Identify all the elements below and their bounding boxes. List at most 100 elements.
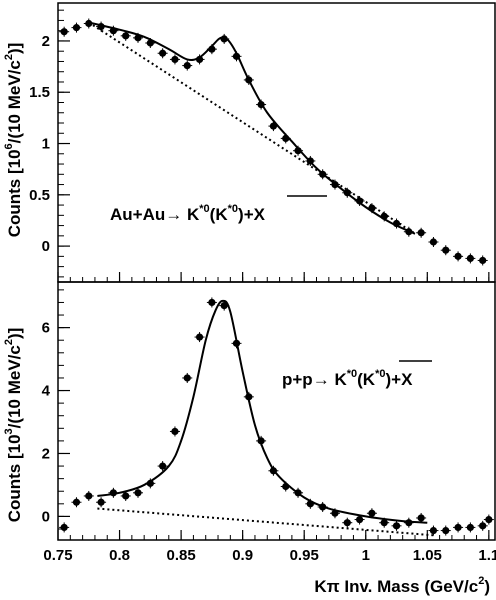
bottom-y-axis-title: Counts [103/(10 MeV/c2)] <box>3 328 24 523</box>
x-tick-label: 0.95 <box>290 547 319 564</box>
bottom-data-point <box>97 498 105 506</box>
bottom-data-point <box>479 522 487 530</box>
top-background-line <box>88 21 416 235</box>
bottom-data-point <box>466 523 474 532</box>
bottom-data-point <box>208 298 216 307</box>
top-data-point <box>122 32 130 40</box>
bottom-data-point <box>343 519 351 527</box>
top-y-tick-label: 2 <box>42 33 50 50</box>
bottom-fit-curve <box>97 299 428 524</box>
bottom-data-point <box>331 509 339 517</box>
top-data-point <box>146 39 154 47</box>
top-data-point <box>355 197 364 205</box>
bottom-data-point <box>392 522 401 530</box>
top-data-point <box>159 49 167 57</box>
bottom-data-point <box>269 467 278 475</box>
top-data-point <box>466 254 474 263</box>
top-data-point <box>368 204 376 212</box>
bottom-data-point <box>294 489 302 497</box>
bottom-data-point <box>429 526 438 535</box>
bottom-data-point <box>257 437 265 445</box>
top-data-point <box>109 27 117 35</box>
top-data-point <box>319 170 327 178</box>
bottom-data-point <box>380 519 388 527</box>
top-data-point <box>294 147 302 155</box>
x-tick-label: 0.75 <box>43 547 72 564</box>
top-data-point <box>269 122 278 130</box>
bottom-annotation: p+p→ K*0(K*0)+X <box>282 368 413 389</box>
top-fit-curve <box>88 21 416 235</box>
x-tick-label: 1 <box>362 547 370 564</box>
bottom-data-point <box>220 301 228 310</box>
top-data-point <box>405 228 413 236</box>
x-tick-label: 1.1 <box>478 547 496 564</box>
top-data-point <box>60 28 68 36</box>
top-data-point <box>417 229 425 237</box>
top-data-point <box>195 55 204 64</box>
bottom-data-point <box>485 515 493 524</box>
top-data-point <box>479 256 487 265</box>
top-data-point <box>282 134 290 142</box>
bottom-data-point <box>85 492 93 500</box>
bottom-data-point <box>183 374 191 382</box>
bottom-data-point <box>405 519 413 527</box>
top-data-point <box>343 189 351 197</box>
top-data-point <box>306 157 314 165</box>
top-y-axis-title: Counts [106/(10 MeV/c2)] <box>3 43 24 238</box>
top-y-tick-label: 0 <box>42 238 50 255</box>
bottom-data-point <box>232 339 241 347</box>
top-y-tick-label: 0.5 <box>29 187 50 204</box>
bottom-data-point <box>195 333 204 341</box>
top-data-point <box>331 180 339 189</box>
top-panel: 0 0.5 1 1.5 2 <box>29 2 496 283</box>
x-tick-label: 0.9 <box>232 547 253 564</box>
top-data-point <box>232 52 241 60</box>
top-data-point <box>257 100 265 109</box>
bottom-background-line <box>97 507 434 537</box>
bottom-data-point <box>72 498 81 506</box>
top-data-point <box>171 55 179 64</box>
bottom-data-point <box>417 514 425 522</box>
top-y-tick-label: 1.5 <box>29 84 50 101</box>
top-data-point <box>208 45 216 53</box>
bottom-y-tick-label: 2 <box>42 445 50 462</box>
x-tick-label: 0.8 <box>109 547 130 564</box>
top-data-point <box>85 19 93 28</box>
bottom-panel: 0.75 0.8 0.85 0.9 0.95 1 1.05 1.1 0 2 4 6 <box>42 281 496 564</box>
top-data-point <box>429 238 438 246</box>
top-data-point <box>442 246 450 254</box>
bottom-data-point <box>282 482 290 491</box>
top-data-point <box>454 252 462 260</box>
bottom-y-tick-label: 6 <box>42 320 50 337</box>
bottom-y-tick-label: 0 <box>42 508 50 525</box>
bottom-data-point <box>355 515 364 524</box>
bottom-data-point <box>442 526 450 535</box>
bottom-data-point <box>171 427 179 436</box>
x-axis-title: Kπ Inv. Mass (GeV/c2) <box>314 575 490 596</box>
top-data-point <box>97 22 105 31</box>
x-tick-label: 0.85 <box>166 547 195 564</box>
bottom-data-point <box>319 503 327 511</box>
bottom-data-point <box>368 509 376 517</box>
bottom-data-point <box>109 489 117 497</box>
top-data-point <box>392 219 401 228</box>
bottom-data-point <box>306 500 314 508</box>
x-tick-label: 1.05 <box>413 547 442 564</box>
bottom-data-point <box>60 523 68 532</box>
bottom-plot-frame <box>57 281 496 541</box>
bottom-y-tick-label: 4 <box>42 383 51 400</box>
bottom-data-point <box>159 462 167 470</box>
bottom-data-point <box>245 393 253 401</box>
top-data-point <box>72 24 81 32</box>
bottom-data-point <box>122 492 130 500</box>
top-annotation: Au+Au→ K*0(K*0)+X <box>110 203 266 224</box>
top-data-point <box>183 61 191 70</box>
bottom-data-point <box>454 523 462 532</box>
top-data-point <box>380 212 388 220</box>
bottom-data-point <box>134 489 142 497</box>
top-data-point <box>134 34 142 42</box>
top-data-point <box>220 35 228 43</box>
top-y-tick-label: 1 <box>42 136 50 153</box>
top-data-point <box>245 76 253 84</box>
